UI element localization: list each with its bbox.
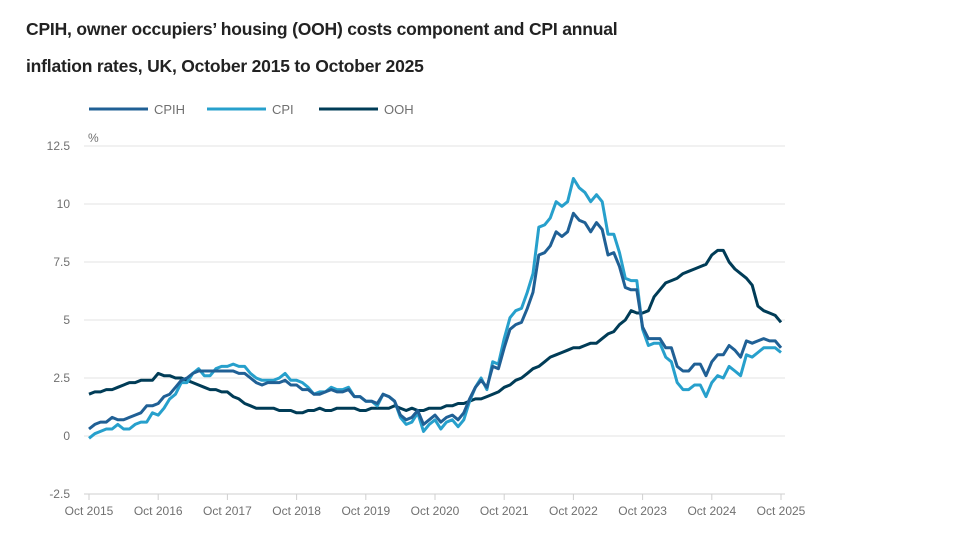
x-tick-label: Oct 2016 (134, 504, 183, 518)
y-tick-label: 5 (63, 313, 70, 327)
chart-title-line-1: CPIH, owner occupiers’ housing (OOH) cos… (26, 19, 618, 39)
x-tick-label: Oct 2019 (341, 504, 390, 518)
y-tick-label: 10 (57, 197, 71, 211)
y-tick-label: 0 (63, 429, 70, 443)
legend-item-ooh[interactable]: OOH (319, 102, 414, 117)
x-tick-label: Oct 2018 (272, 504, 321, 518)
y-tick-label: -2.5 (49, 487, 70, 501)
legend-label: OOH (384, 102, 414, 117)
x-tick-label: Oct 2024 (687, 504, 736, 518)
legend-item-cpih[interactable]: CPIH (89, 102, 185, 117)
series-line-cpi (88, 177, 782, 440)
chart-title-line-2: inflation rates, UK, October 2015 to Oct… (26, 56, 424, 76)
y-tick-label: 2.5 (53, 371, 70, 385)
y-tick-label: 7.5 (53, 255, 70, 269)
y-axis-unit-label: % (88, 131, 99, 145)
x-tick-label: Oct 2017 (203, 504, 252, 518)
x-tick-label: Oct 2022 (549, 504, 598, 518)
x-tick-label: Oct 2023 (618, 504, 667, 518)
series-line-ooh (88, 248, 783, 415)
legend-label: CPIH (154, 102, 185, 117)
x-tick-label: Oct 2021 (480, 504, 529, 518)
legend-label: CPI (272, 102, 294, 117)
y-tick-label: 12.5 (47, 139, 71, 153)
x-tick-label: Oct 2025 (757, 504, 806, 518)
series-line-cpih (88, 211, 783, 431)
x-tick-label: Oct 2015 (65, 504, 114, 518)
x-tick-label: Oct 2020 (411, 504, 460, 518)
legend-item-cpi[interactable]: CPI (207, 102, 294, 117)
